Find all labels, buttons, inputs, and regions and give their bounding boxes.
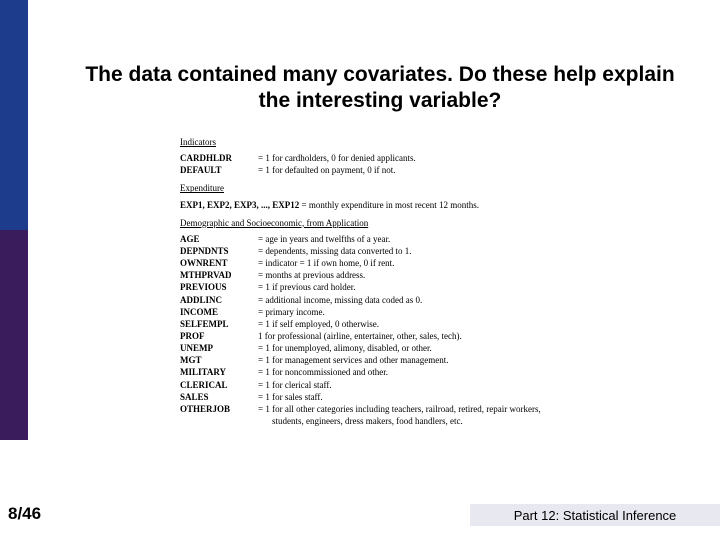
- variable-name: EXP1, EXP2, EXP3, ..., EXP12: [180, 200, 302, 210]
- variable-name: PREVIOUS: [180, 281, 258, 293]
- definition-row: ADDLINC= additional income, missing data…: [180, 294, 660, 306]
- section-label: Demographic and Socioeconomic, from Appl…: [180, 217, 660, 229]
- definition-row: UNEMP= 1 for unemployed, alimony, disabl…: [180, 342, 660, 354]
- variable-desc: = months at previous address.: [258, 269, 660, 281]
- variable-name: MTHPRVAD: [180, 269, 258, 281]
- definition-row: OWNRENT= indicator = 1 if own home, 0 if…: [180, 257, 660, 269]
- variable-desc: = 1 for noncommissioned and other.: [258, 366, 660, 378]
- definition-row: MGT= 1 for management services and other…: [180, 354, 660, 366]
- variable-desc: = 1 for management services and other ma…: [258, 354, 660, 366]
- definition-row: PROF 1 for professional (airline, entert…: [180, 330, 660, 342]
- variable-name: OWNRENT: [180, 257, 258, 269]
- variable-desc: = primary income.: [258, 306, 660, 318]
- variable-name: CLERICAL: [180, 379, 258, 391]
- slide-title: The data contained many covariates. Do t…: [80, 62, 680, 115]
- variable-desc: = 1 for clerical staff.: [258, 379, 660, 391]
- variable-name: MGT: [180, 354, 258, 366]
- variable-desc: = 1 for all other categories including t…: [258, 403, 660, 415]
- variable-desc: 1 for professional (airline, entertainer…: [258, 330, 660, 342]
- sidebar-accent-bottom: [0, 230, 28, 440]
- variable-name: PROF: [180, 330, 258, 342]
- variable-name: UNEMP: [180, 342, 258, 354]
- sidebar-accent-top: [0, 0, 28, 230]
- variable-name: SELFEMPL: [180, 318, 258, 330]
- section-label: Indicators: [180, 136, 660, 148]
- definition-row: CLERICAL= 1 for clerical staff.: [180, 379, 660, 391]
- variable-desc: = dependents, missing data converted to …: [258, 245, 660, 257]
- variable-desc: = monthly expenditure in most recent 12 …: [302, 200, 480, 210]
- section-label: Expenditure: [180, 182, 660, 194]
- page-number: 8/46: [8, 504, 41, 524]
- footer: 8/46 Part 12: Statistical Inference: [0, 502, 720, 526]
- variable-desc: = 1 for defaulted on payment, 0 if not.: [258, 164, 660, 176]
- definition-row: PREVIOUS= 1 if previous card holder.: [180, 281, 660, 293]
- variable-desc: = 1 if self employed, 0 otherwise.: [258, 318, 660, 330]
- definition-row: INCOME= primary income.: [180, 306, 660, 318]
- variable-desc-cont: students, engineers, dress makers, food …: [272, 415, 660, 427]
- variable-name: DEFAULT: [180, 164, 258, 176]
- variable-name: SALES: [180, 391, 258, 403]
- definition-row: SELFEMPL= 1 if self employed, 0 otherwis…: [180, 318, 660, 330]
- footer-part-label: Part 12: Statistical Inference: [470, 504, 720, 526]
- definition-row: DEFAULT= 1 for defaulted on payment, 0 i…: [180, 164, 660, 176]
- variable-desc: = 1 if previous card holder.: [258, 281, 660, 293]
- definition-row: CARDHLDR= 1 for cardholders, 0 for denie…: [180, 152, 660, 164]
- variable-desc: = 1 for cardholders, 0 for denied applic…: [258, 152, 660, 164]
- variable-definitions: Indicators CARDHLDR= 1 for cardholders, 0…: [180, 130, 660, 427]
- definition-row: MTHPRVAD= months at previous address.: [180, 269, 660, 281]
- variable-desc: = age in years and twelfths of a year.: [258, 233, 660, 245]
- definition-row: AGE= age in years and twelfths of a year…: [180, 233, 660, 245]
- variable-name: AGE: [180, 233, 258, 245]
- variable-name: CARDHLDR: [180, 152, 258, 164]
- variable-name: DEPNDNTS: [180, 245, 258, 257]
- definition-row: OTHERJOB= 1 for all other categories inc…: [180, 403, 660, 415]
- variable-name: INCOME: [180, 306, 258, 318]
- variable-name: OTHERJOB: [180, 403, 258, 415]
- definition-row: SALES= 1 for sales staff.: [180, 391, 660, 403]
- variable-name: MILITARY: [180, 366, 258, 378]
- definition-row: MILITARY= 1 for noncommissioned and othe…: [180, 366, 660, 378]
- variable-desc: = 1 for unemployed, alimony, disabled, o…: [258, 342, 660, 354]
- variable-desc: = additional income, missing data coded …: [258, 294, 660, 306]
- variable-desc: = indicator = 1 if own home, 0 if rent.: [258, 257, 660, 269]
- variable-desc: = 1 for sales staff.: [258, 391, 660, 403]
- definition-row: EXP1, EXP2, EXP3, ..., EXP12 = monthly e…: [180, 199, 660, 211]
- definition-row: DEPNDNTS= dependents, missing data conve…: [180, 245, 660, 257]
- variable-name: ADDLINC: [180, 294, 258, 306]
